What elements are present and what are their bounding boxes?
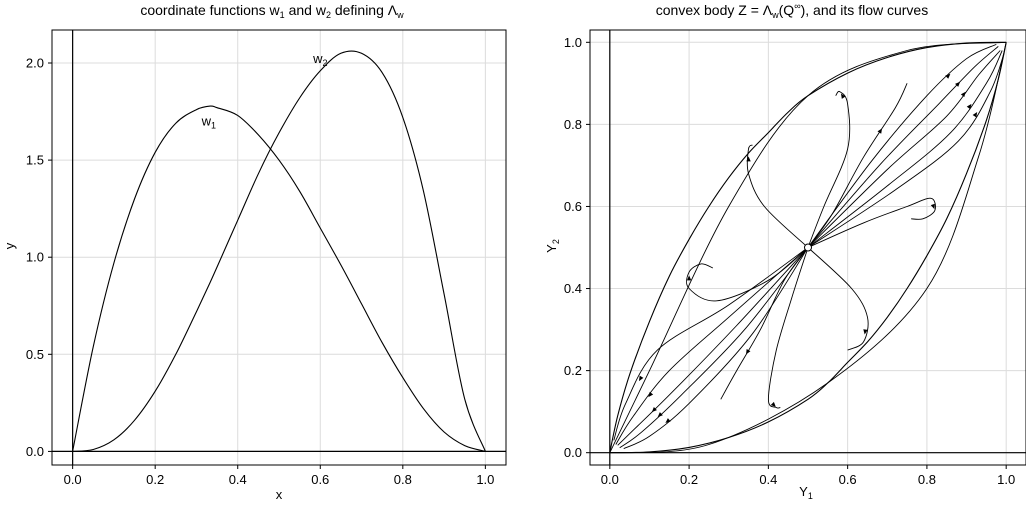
left-series: w1 w2 (72, 50, 486, 452)
right-axes (590, 30, 1026, 465)
flow-curve (807, 43, 997, 248)
flow-curve (807, 50, 1001, 248)
flow-curve (613, 247, 809, 441)
y-tick-label: 0.5 (26, 347, 44, 362)
y-tick-label: 1.0 (26, 250, 44, 265)
inner-envelope-curve (609, 42, 1007, 454)
left-tick-labels: 0.0 0.2 0.4 0.6 0.8 1.0 0.0 0.5 1.0 1.5 2.0 (26, 56, 494, 487)
right-y-axis-label: Y2 (544, 239, 561, 253)
right-x-axis-label: Y1 (799, 484, 813, 501)
series-label-w2: w2 (312, 51, 327, 68)
flow-curve (807, 197, 936, 248)
flow-arrowhead (657, 412, 663, 418)
flow-arrowhead (746, 156, 751, 162)
y-tick-label: 2.0 (26, 56, 44, 71)
flow-curve (807, 83, 908, 248)
y-tick-label: 0.6 (564, 199, 582, 214)
flow-arrowhead (972, 111, 978, 118)
body-boundary-lower (609, 42, 1007, 454)
flow-curve (807, 46, 999, 248)
flow-curve (807, 90, 851, 248)
x-tick-label: 0.0 (64, 472, 82, 487)
flow-arrowhead (960, 91, 966, 98)
flow-arrowhead (746, 348, 751, 355)
right-plot-frame (589, 29, 1026, 466)
flow-curve (746, 144, 809, 248)
center-point (804, 243, 812, 252)
flow-curve (807, 247, 869, 351)
left-plot-frame (51, 29, 507, 466)
series-label-w1: w1 (201, 113, 216, 130)
flow-arrowhead (686, 275, 692, 281)
flow-arrowhead (638, 375, 644, 382)
flow-arrowhead (665, 418, 671, 424)
y-tick-label: 1.0 (564, 35, 582, 50)
flow-curve (623, 247, 809, 450)
flow-curve (767, 247, 809, 409)
y-tick-label: 0.8 (564, 117, 582, 132)
flow-curve (619, 247, 809, 449)
flow-arrowhead (651, 407, 657, 413)
flow-arrowhead (966, 103, 972, 110)
chart-left: coordinate functions w1 and w2 defining … (2, 2, 507, 502)
x-tick-label: 0.2 (680, 472, 698, 487)
x-tick-label: 0.8 (394, 472, 412, 487)
left-x-axis-label: x (276, 487, 283, 502)
flow-arrowhead (648, 391, 654, 398)
chart-right-title: convex body Z = Λw(Q∞), and its flow cur… (656, 1, 928, 20)
y-tick-label: 0.0 (26, 444, 44, 459)
y-tick-label: 0.0 (564, 445, 582, 460)
convex-body (609, 41, 1007, 454)
chart-right: convex body Z = Λw(Q∞), and its flow cur… (544, 1, 1026, 501)
flow-arrowhead (877, 128, 883, 134)
left-axes (52, 30, 506, 465)
body-boundary-upper (609, 41, 1007, 453)
series-line-w1 (72, 105, 486, 452)
x-tick-label: 1.0 (476, 472, 494, 487)
series-line-w2 (72, 50, 486, 452)
chart-left-title: coordinate functions w1 and w2 defining … (140, 2, 404, 20)
y-tick-label: 0.2 (564, 363, 582, 378)
flow-arrowhead (955, 81, 961, 87)
flow-arrowhead (770, 401, 776, 408)
x-tick-label: 1.0 (997, 472, 1015, 487)
flow-curve (720, 247, 809, 400)
left-y-axis-label: y (2, 242, 17, 249)
x-tick-label: 0.0 (601, 472, 619, 487)
flow-arrowhead (930, 203, 935, 210)
flow-curve (807, 52, 1005, 248)
y-tick-label: 1.5 (26, 153, 44, 168)
x-tick-label: 0.4 (759, 472, 777, 487)
left-gridlines (52, 30, 506, 465)
flow-arrowhead (945, 73, 951, 79)
flow-curves (613, 43, 1005, 450)
x-tick-label: 0.6 (311, 472, 329, 487)
x-tick-label: 0.2 (146, 472, 164, 487)
x-tick-label: 0.4 (229, 472, 247, 487)
flow-arrowhead (863, 329, 868, 335)
x-tick-label: 0.6 (839, 472, 857, 487)
flow-curve (807, 50, 1003, 248)
inner-envelope-curve (609, 41, 1007, 453)
flow-curve (615, 247, 809, 445)
right-tick-labels: 0.0 0.2 0.4 0.6 0.8 1.0 0.0 0.2 0.4 0.6 0.8 1.0 (564, 35, 1015, 487)
x-tick-label: 0.8 (918, 472, 936, 487)
y-tick-label: 0.4 (564, 281, 582, 296)
flow-arrowhead (840, 93, 846, 99)
flow-curve (617, 247, 809, 446)
flow-curve (686, 247, 809, 302)
